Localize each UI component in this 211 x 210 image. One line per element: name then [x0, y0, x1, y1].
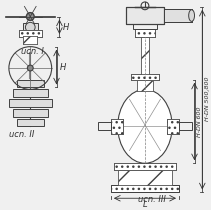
- Ellipse shape: [118, 89, 172, 163]
- Bar: [167, 119, 179, 134]
- Bar: [111, 119, 123, 134]
- Bar: [114, 163, 176, 170]
- Text: H-DN 500,800: H-DN 500,800: [205, 77, 210, 121]
- Bar: [23, 23, 38, 31]
- Bar: [131, 74, 158, 80]
- Text: ucn. II: ucn. II: [9, 130, 34, 139]
- Bar: [179, 122, 192, 130]
- Bar: [135, 29, 155, 37]
- Bar: [164, 9, 192, 22]
- Bar: [118, 170, 172, 185]
- Bar: [111, 185, 179, 192]
- Circle shape: [27, 65, 33, 71]
- Bar: [167, 119, 179, 134]
- Bar: [23, 36, 37, 44]
- Bar: [137, 80, 153, 91]
- Bar: [135, 29, 155, 37]
- Bar: [133, 24, 157, 29]
- Bar: [17, 119, 44, 126]
- Circle shape: [25, 22, 35, 32]
- Bar: [141, 35, 149, 74]
- Bar: [9, 99, 52, 107]
- Text: H: H: [60, 63, 66, 72]
- Bar: [19, 30, 42, 37]
- Bar: [118, 170, 172, 185]
- Text: ucn. III: ucn. III: [138, 195, 166, 204]
- Bar: [126, 7, 164, 24]
- Bar: [164, 9, 192, 22]
- Bar: [13, 89, 48, 97]
- Bar: [114, 163, 176, 170]
- Text: L: L: [143, 200, 147, 209]
- Bar: [126, 7, 164, 24]
- Bar: [23, 36, 37, 44]
- Bar: [111, 119, 123, 134]
- Bar: [98, 122, 111, 130]
- Bar: [17, 80, 44, 87]
- Bar: [131, 74, 158, 80]
- Bar: [13, 109, 48, 117]
- Text: H: H: [62, 23, 69, 32]
- Bar: [137, 80, 153, 91]
- Bar: [141, 35, 149, 74]
- Circle shape: [26, 13, 34, 20]
- Ellipse shape: [189, 10, 195, 21]
- Text: ucn. I: ucn. I: [20, 47, 43, 56]
- Bar: [111, 185, 179, 192]
- Bar: [19, 30, 42, 37]
- Text: H-DN 600: H-DN 600: [197, 106, 202, 137]
